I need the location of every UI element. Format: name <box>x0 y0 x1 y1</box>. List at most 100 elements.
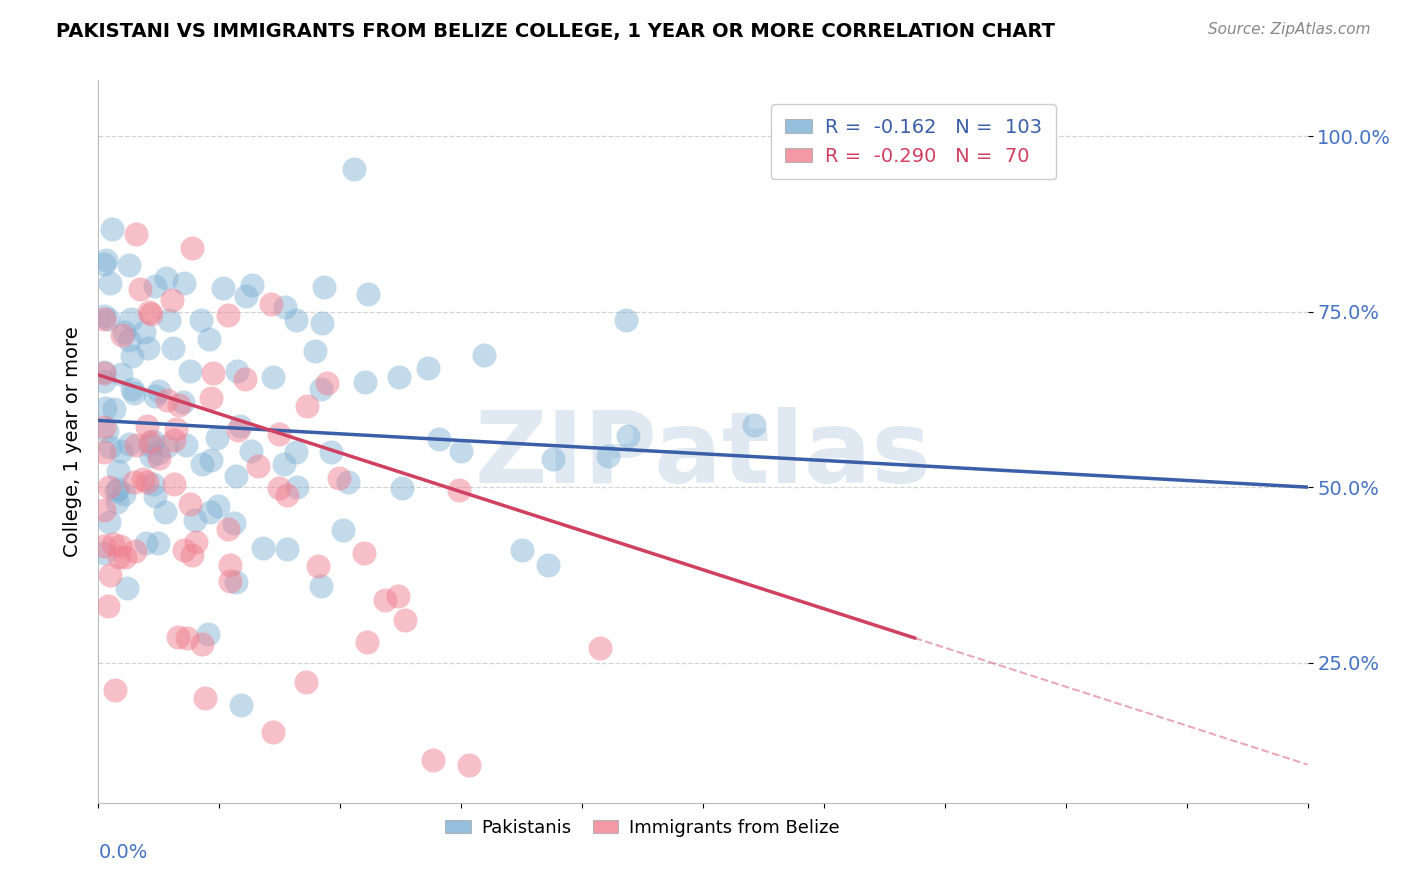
Point <box>357 287 380 301</box>
Point <box>614 313 637 327</box>
Point <box>156 439 179 453</box>
Point <box>155 393 177 408</box>
Point <box>97 312 120 326</box>
Point <box>105 494 128 508</box>
Point <box>422 753 444 767</box>
Point <box>107 483 129 497</box>
Point <box>240 443 263 458</box>
Point <box>93 366 115 380</box>
Point <box>96 424 118 438</box>
Point <box>543 451 565 466</box>
Point <box>309 382 332 396</box>
Point <box>315 376 337 390</box>
Point <box>332 523 354 537</box>
Point <box>118 437 141 451</box>
Point <box>179 498 201 512</box>
Point <box>112 487 135 501</box>
Point <box>142 434 165 449</box>
Point <box>103 402 125 417</box>
Point <box>596 449 619 463</box>
Point <box>617 429 640 443</box>
Point <box>97 599 120 613</box>
Point <box>260 297 283 311</box>
Point <box>163 476 186 491</box>
Point <box>136 341 159 355</box>
Point <box>447 483 470 497</box>
Point <box>94 253 117 268</box>
Point <box>121 349 143 363</box>
Point <box>197 627 219 641</box>
Point <box>222 516 245 531</box>
Point <box>219 558 242 573</box>
Point <box>129 282 152 296</box>
Point <box>200 452 222 467</box>
Point <box>97 516 120 530</box>
Point <box>132 325 155 339</box>
Point <box>176 631 198 645</box>
Point <box>418 361 440 376</box>
Point <box>217 308 239 322</box>
Point <box>153 505 176 519</box>
Point <box>247 458 270 473</box>
Point <box>124 386 146 401</box>
Point <box>110 444 132 458</box>
Point <box>217 522 239 536</box>
Point <box>181 241 204 255</box>
Point <box>207 500 229 514</box>
Point <box>93 257 115 271</box>
Point <box>98 568 121 582</box>
Point <box>193 690 215 705</box>
Point <box>135 535 157 549</box>
Point <box>93 374 115 388</box>
Point <box>139 449 162 463</box>
Point <box>287 480 309 494</box>
Point <box>179 363 201 377</box>
Point <box>312 279 335 293</box>
Point <box>98 276 121 290</box>
Point <box>181 548 204 562</box>
Point <box>294 674 316 689</box>
Point <box>343 161 366 176</box>
Point <box>356 635 378 649</box>
Point <box>148 451 170 466</box>
Point <box>353 546 375 560</box>
Point <box>125 437 148 451</box>
Point <box>394 613 416 627</box>
Point <box>229 419 252 434</box>
Point <box>132 473 155 487</box>
Point <box>374 593 396 607</box>
Point <box>173 276 195 290</box>
Point <box>120 312 142 326</box>
Point <box>101 222 124 236</box>
Point <box>391 481 413 495</box>
Point <box>107 464 129 478</box>
Point <box>103 537 125 551</box>
Point <box>284 445 307 459</box>
Point <box>148 384 170 398</box>
Point <box>145 279 167 293</box>
Y-axis label: College, 1 year or more: College, 1 year or more <box>63 326 82 557</box>
Point <box>512 543 534 558</box>
Point <box>173 542 195 557</box>
Point <box>138 304 160 318</box>
Point <box>235 289 257 303</box>
Point <box>111 327 134 342</box>
Point <box>93 366 115 380</box>
Point <box>201 366 224 380</box>
Point <box>108 539 131 553</box>
Text: PAKISTANI VS IMMIGRANTS FROM BELIZE COLLEGE, 1 YEAR OR MORE CORRELATION CHART: PAKISTANI VS IMMIGRANTS FROM BELIZE COLL… <box>56 22 1056 41</box>
Point <box>98 480 121 494</box>
Point <box>226 423 249 437</box>
Point <box>110 367 132 381</box>
Point <box>328 471 350 485</box>
Point <box>142 476 165 491</box>
Point <box>276 488 298 502</box>
Point <box>125 227 148 242</box>
Point <box>212 281 235 295</box>
Point <box>190 313 212 327</box>
Point <box>118 333 141 347</box>
Point <box>93 445 115 459</box>
Point <box>124 475 146 490</box>
Point <box>172 395 194 409</box>
Point <box>138 435 160 450</box>
